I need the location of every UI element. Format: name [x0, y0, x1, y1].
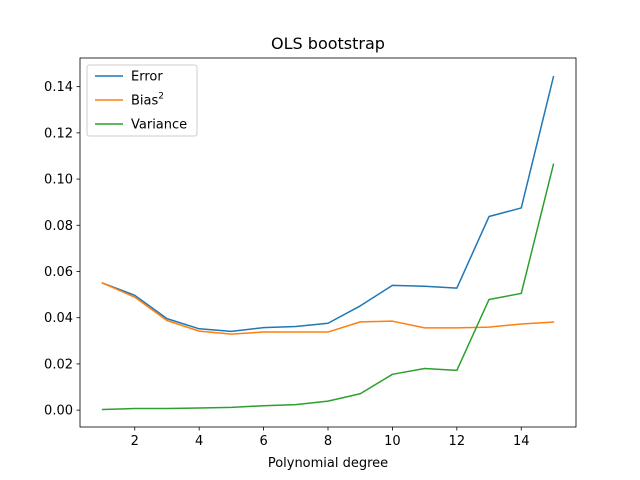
y-tick-label: 0.00: [44, 404, 73, 419]
y-tick-label: 0.14: [44, 80, 73, 95]
y-tick-label: 0.04: [44, 311, 73, 326]
y-tick-label: 0.02: [44, 357, 73, 372]
plot-lines: [101, 75, 555, 411]
y-tick-label: 0.10: [44, 173, 73, 188]
legend-label-variance: Variance: [131, 118, 187, 133]
x-tick-label: 2: [131, 434, 139, 449]
legend-label-error: Error: [131, 70, 163, 85]
chart-title: OLS bootstrap: [271, 34, 385, 53]
x-tick-label: 10: [384, 434, 401, 449]
x-tick-label: 12: [449, 434, 466, 449]
legend: Error Bias2 Variance: [86, 64, 198, 137]
legend-box: [86, 64, 198, 137]
axes: 2 4 6 8 10 12 14 0.00 0.02 0.04 0.06 0.08 0.10 0.12 0.…: [44, 57, 577, 449]
series-line-bias: [101, 282, 555, 335]
series-line-variance: [101, 163, 555, 411]
x-tick-label: 8: [324, 434, 332, 449]
x-tick-label: 6: [259, 434, 267, 449]
y-tick-label: 0.12: [44, 126, 73, 141]
x-axis-label: Polynomial degree: [268, 456, 388, 471]
x-tick-label: 4: [195, 434, 203, 449]
y-tick-label: 0.06: [44, 265, 73, 280]
x-tick-label: 14: [513, 434, 530, 449]
y-tick-label: 0.08: [44, 219, 73, 234]
series-line-error: [101, 75, 555, 333]
legend-superscript: 2: [158, 92, 164, 102]
legend-label-bias: Bias2: [131, 92, 164, 109]
